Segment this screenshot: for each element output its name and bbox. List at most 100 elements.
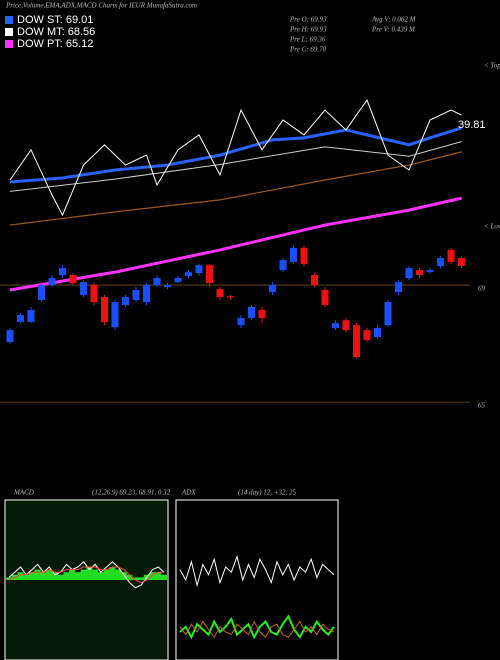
candle-body bbox=[153, 278, 161, 286]
histogram-bar bbox=[69, 569, 76, 580]
legend-swatch bbox=[5, 16, 13, 24]
candle-body bbox=[269, 285, 276, 293]
histogram-bar bbox=[17, 572, 24, 580]
candle-body bbox=[69, 275, 77, 283]
histogram-bar bbox=[132, 577, 139, 580]
candle-body bbox=[143, 285, 150, 303]
candle-body bbox=[6, 330, 14, 343]
candle-body bbox=[248, 306, 255, 319]
histogram-bar bbox=[86, 567, 93, 580]
histogram-bar bbox=[6, 577, 12, 580]
info: Pre H: 69.93 bbox=[289, 26, 327, 34]
legend-label: DOW MT: 68.56 bbox=[17, 26, 95, 38]
legend-label: DOW ST: 69.01 bbox=[17, 14, 93, 26]
candle-body bbox=[353, 325, 360, 358]
candle-body bbox=[227, 296, 234, 298]
histogram-bar bbox=[97, 572, 104, 580]
macd-params: (12,26,9) 69.23, 68.91, 0.32 bbox=[92, 489, 171, 497]
candle-body bbox=[279, 260, 287, 271]
indicator-line bbox=[8, 566, 164, 584]
histogram-bar bbox=[80, 569, 87, 580]
candle-body bbox=[458, 258, 465, 267]
histogram-bar bbox=[115, 569, 122, 580]
candle-body bbox=[111, 302, 119, 328]
legend-label: DOW PT: 65.12 bbox=[17, 38, 93, 50]
candle-body bbox=[206, 265, 213, 283]
candle-body bbox=[174, 278, 182, 283]
candle-body bbox=[290, 247, 297, 262]
histogram-bar bbox=[109, 567, 116, 580]
candle-body bbox=[426, 270, 434, 273]
histogram-bar bbox=[161, 574, 167, 580]
info: Avg V: 0.062 M bbox=[371, 16, 417, 24]
histogram-bar bbox=[40, 572, 47, 580]
indicator-line bbox=[9, 196, 462, 292]
lows-label: < Lows bbox=[484, 223, 500, 231]
candle-body bbox=[363, 330, 371, 341]
candle-body bbox=[38, 285, 45, 300]
indicator-line bbox=[9, 126, 462, 184]
tops-label: < Tops bbox=[484, 62, 500, 70]
info: Pre L: 69.36 bbox=[289, 36, 326, 44]
adx-panel bbox=[175, 499, 339, 660]
candle-body bbox=[332, 323, 339, 329]
histogram-bar bbox=[28, 572, 35, 580]
legend-swatch bbox=[5, 40, 13, 48]
candle-body bbox=[384, 302, 392, 326]
candle-body bbox=[195, 265, 203, 274]
info: Pre V: 0.439 M bbox=[371, 26, 416, 34]
histogram-bar bbox=[51, 572, 58, 580]
histogram-bar bbox=[92, 569, 99, 580]
candle-body bbox=[300, 247, 308, 264]
candle-body bbox=[311, 275, 318, 286]
histogram-bar bbox=[34, 569, 41, 580]
candle-body bbox=[80, 282, 87, 295]
indicator-line bbox=[8, 561, 165, 589]
histogram-bar bbox=[74, 572, 81, 580]
indicator-line bbox=[9, 141, 462, 192]
histogram-bar bbox=[126, 574, 133, 580]
histogram-bar bbox=[149, 572, 156, 580]
indicator-line bbox=[9, 151, 462, 226]
indicator-line bbox=[9, 99, 462, 217]
histogram-bar bbox=[23, 574, 30, 580]
adx-params: (14 day) 12, +32, 25 bbox=[238, 489, 296, 497]
chart-title: Price,Volume,EMA,ADX,MACD Charts for IEU… bbox=[5, 2, 197, 10]
candle-body bbox=[342, 320, 350, 331]
candle-body bbox=[216, 289, 224, 298]
histogram-bar bbox=[138, 577, 145, 580]
candle-body bbox=[185, 272, 192, 276]
candle-body bbox=[132, 290, 140, 300]
candle-body bbox=[374, 328, 381, 338]
y-tick-label: 65 bbox=[478, 402, 486, 410]
legend-swatch bbox=[5, 28, 13, 36]
candle-body bbox=[122, 297, 129, 305]
adx-label: ADX bbox=[181, 489, 196, 497]
candle-body bbox=[258, 309, 266, 319]
histogram-bar bbox=[155, 572, 162, 580]
candle-body bbox=[101, 297, 108, 322]
histogram-bar bbox=[103, 569, 110, 580]
candle-body bbox=[416, 270, 423, 276]
candle-body bbox=[48, 278, 56, 286]
candle-body bbox=[437, 258, 444, 267]
candle-body bbox=[321, 290, 329, 305]
indicator-line bbox=[179, 554, 335, 588]
info: Pre O: 69.93 bbox=[289, 16, 327, 24]
histogram-bar bbox=[120, 572, 127, 580]
candle-body bbox=[59, 268, 66, 276]
histogram-bar bbox=[46, 569, 53, 580]
candle-body bbox=[405, 268, 413, 279]
last-label: 39.81 bbox=[458, 119, 486, 131]
candle-body bbox=[90, 285, 98, 303]
info: Pre C: 69.70 bbox=[289, 46, 327, 54]
histogram-bar bbox=[57, 574, 64, 580]
candle-body bbox=[164, 285, 171, 288]
macd-label: MACD bbox=[13, 489, 34, 497]
y-tick-label: 69 bbox=[478, 285, 486, 293]
candle-body bbox=[17, 315, 24, 322]
candle-body bbox=[395, 282, 402, 293]
indicator-line bbox=[179, 620, 335, 639]
candle-body bbox=[237, 318, 245, 326]
